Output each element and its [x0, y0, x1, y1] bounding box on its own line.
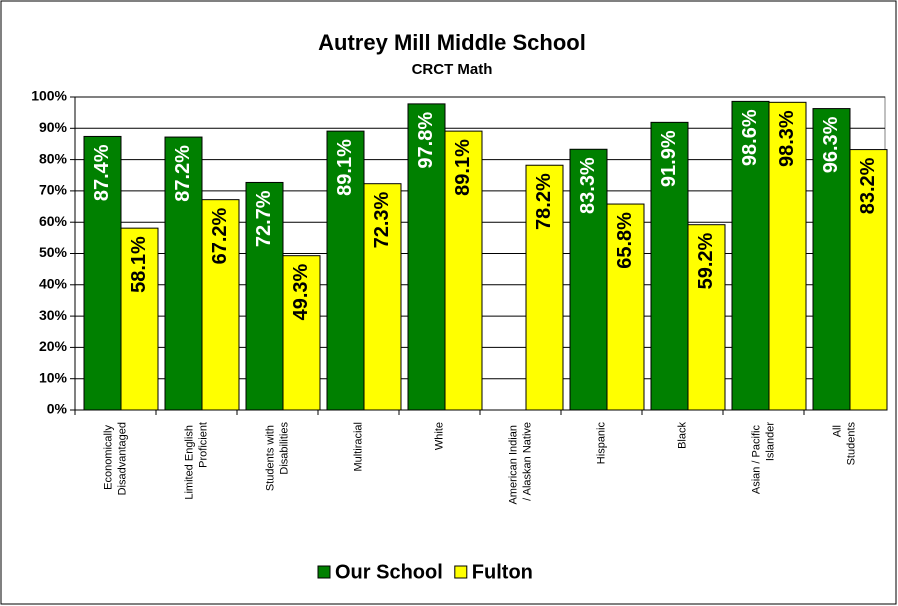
x-tick-label: Black [676, 422, 688, 449]
bar [687, 224, 726, 411]
y-tick-label: 90% [39, 119, 68, 135]
x-tick-label: Multiracial [352, 422, 364, 472]
value-label: 72.7% [253, 190, 275, 247]
y-tick-label: 80% [39, 150, 68, 166]
value-label: 67.2% [209, 207, 231, 264]
bar [444, 130, 483, 411]
y-tick-label: 20% [39, 338, 68, 354]
x-tick-label-line: Islander [764, 422, 776, 461]
bar [731, 100, 770, 411]
x-tick-label-line: Economically [102, 422, 114, 490]
x-tick-label: All Students [831, 422, 857, 466]
value-label: 65.8% [614, 212, 636, 269]
bar [326, 130, 365, 411]
bar [606, 203, 645, 411]
value-label: 98.6% [739, 109, 761, 166]
y-tick-label: 50% [39, 244, 68, 260]
value-label: 78.2% [533, 173, 555, 230]
legend-label: Fulton [472, 561, 533, 583]
x-tick-label: Hispanic [595, 422, 607, 465]
chart-title: Autrey Mill Middle School [318, 30, 586, 55]
value-label: 72.3% [371, 191, 393, 248]
value-label: 87.2% [172, 145, 194, 202]
value-label: 83.3% [577, 157, 599, 214]
value-label: 89.1% [334, 139, 356, 196]
y-tick-label: 100% [31, 88, 67, 104]
value-label: 91.9% [658, 130, 680, 187]
value-label: 58.1% [128, 236, 150, 293]
y-tick-label: 0% [47, 401, 68, 417]
bar [812, 108, 851, 411]
legend-swatch [454, 565, 468, 579]
x-tick-label-line: Students with [264, 422, 276, 491]
x-tick-label-line: Disadvantaged [116, 422, 128, 495]
value-label: 83.2% [857, 157, 879, 214]
x-tick-label-line: Disabilities [278, 422, 290, 475]
x-tick-label: Limited English Proficient [183, 422, 209, 500]
legend-label: Our School [335, 561, 443, 583]
y-tick-label: 10% [39, 369, 68, 385]
x-tick-label-line: Students [845, 422, 857, 466]
bar [768, 101, 807, 411]
y-tick-label: 40% [39, 276, 68, 292]
value-label: 87.4% [91, 144, 113, 201]
y-tick-label: 60% [39, 213, 68, 229]
x-tick-label: American Indian / Alaskan Native [507, 422, 533, 505]
x-tick-label-line: Proficient [197, 422, 209, 468]
x-tick-label: Students with Disabilities [264, 422, 290, 492]
y-tick-label: 70% [39, 182, 68, 198]
bar [83, 135, 122, 411]
x-tick-label-line: American Indian [507, 422, 519, 505]
bar [363, 183, 402, 411]
bar [525, 164, 564, 411]
y-tick-label: 30% [39, 307, 68, 323]
x-tick-label: White [433, 422, 445, 450]
value-label: 98.3% [776, 110, 798, 167]
x-tick-label-line: Asian / Pacific [750, 422, 762, 494]
value-label: 97.8% [415, 112, 437, 169]
bar [201, 199, 240, 411]
x-tick-label-line: Limited English [183, 422, 195, 500]
bar [282, 255, 321, 411]
value-label: 59.2% [695, 232, 717, 289]
value-label: 89.1% [452, 139, 474, 196]
x-tick-label: Economically Disadvantaged [102, 422, 128, 495]
bar [569, 148, 608, 411]
bar [120, 227, 159, 411]
value-label: 96.3% [820, 116, 842, 173]
legend-swatch [317, 565, 331, 579]
x-tick-label: Asian / Pacific Islander [750, 422, 776, 494]
x-tick-label-line: All [831, 422, 843, 437]
bar [164, 136, 203, 411]
x-tick-label-line: / Alaskan Native [521, 422, 533, 501]
chart-subtitle: CRCT Math [412, 61, 493, 78]
value-label: 49.3% [290, 263, 312, 320]
